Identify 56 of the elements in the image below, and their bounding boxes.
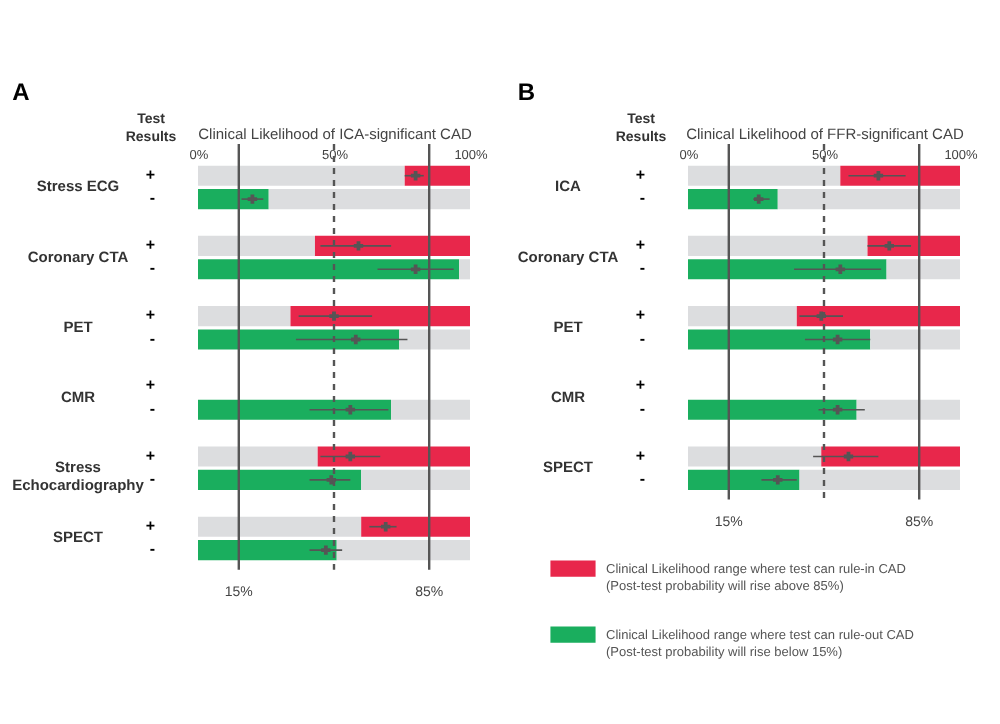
bar: [856, 399, 960, 420]
y-tick-label: -: [639, 259, 646, 278]
bar: [198, 235, 315, 256]
bar: [688, 306, 797, 327]
bar: [399, 329, 470, 350]
y-tick-label: +: [145, 516, 156, 535]
y-tick-label: -: [149, 540, 156, 559]
bar: [198, 259, 460, 280]
y-tick-label: -: [149, 259, 156, 278]
bar: [198, 399, 392, 420]
bar: [870, 329, 960, 350]
y-tick-label: -: [149, 329, 156, 348]
bar: [688, 235, 868, 256]
bar: [867, 235, 960, 256]
bar: [198, 446, 318, 467]
bar: [886, 259, 960, 280]
y-tick-label: +: [145, 165, 156, 184]
bar: [688, 189, 778, 210]
y-tick-label: -: [149, 469, 156, 488]
bar: [361, 516, 470, 537]
bar: [821, 446, 960, 467]
bar: [317, 446, 470, 467]
bar: [198, 469, 362, 490]
y-tick-label: +: [145, 446, 156, 465]
bar: [688, 259, 887, 280]
bar: [290, 306, 470, 327]
y-tick-label: +: [635, 165, 646, 184]
y-tick-label: -: [149, 399, 156, 418]
y-tick-label: +: [635, 306, 646, 325]
y-tick-label: +: [635, 446, 646, 465]
y-tick-label: -: [639, 399, 646, 418]
y-tick-label: -: [639, 469, 646, 488]
y-tick-label: +: [635, 376, 646, 395]
bar: [796, 306, 960, 327]
bar: [840, 165, 960, 186]
y-tick-label: -: [149, 189, 156, 208]
y-tick-label: -: [639, 329, 646, 348]
bar: [198, 540, 337, 561]
bar: [459, 259, 470, 280]
bar: [404, 165, 470, 186]
chart-title: A: [12, 78, 31, 106]
y-tick-label: +: [635, 235, 646, 254]
y-tick-label: +: [145, 235, 156, 254]
y-tick-label: +: [145, 376, 156, 395]
bar: [198, 306, 291, 327]
bar: [361, 469, 470, 490]
y-tick-label: -: [639, 189, 646, 208]
bar: [391, 399, 470, 420]
bar: [314, 235, 470, 256]
bar: [688, 399, 857, 420]
bar: [198, 329, 400, 350]
bar: [198, 189, 269, 210]
chart-title: B: [517, 78, 536, 106]
bar: [688, 329, 871, 350]
y-tick-label: +: [145, 306, 156, 325]
bar: [688, 469, 800, 490]
